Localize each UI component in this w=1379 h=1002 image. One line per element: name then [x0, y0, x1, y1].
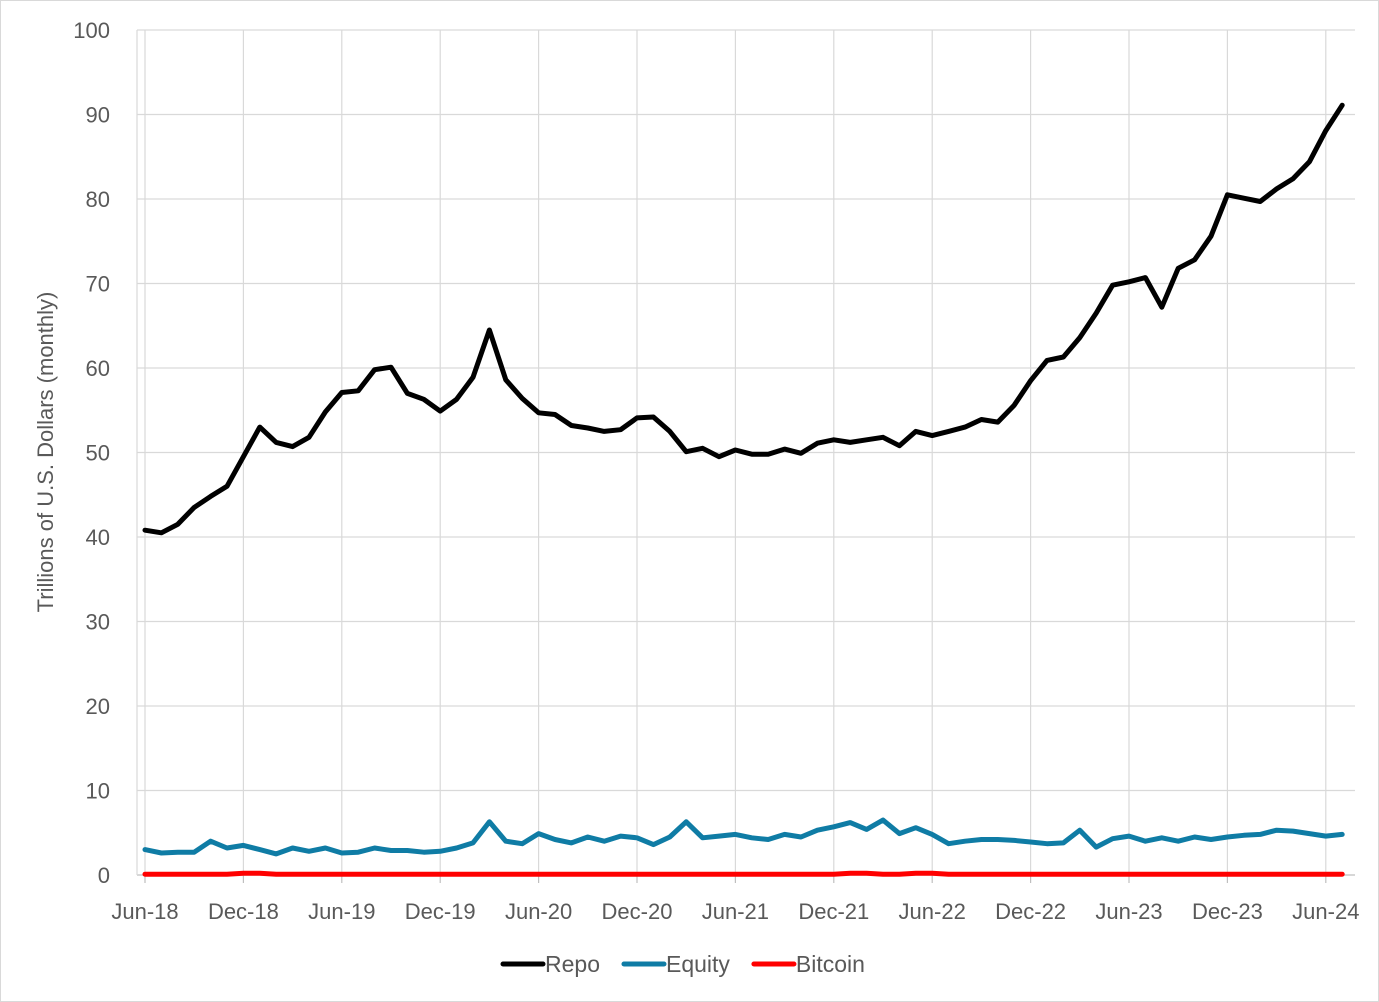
y-tick-label: 10 [86, 779, 110, 804]
y-tick-label: 20 [86, 694, 110, 719]
y-tick-label: 0 [98, 863, 110, 888]
x-tick-labels: Jun-18 Dec-18 Jun-19 Dec-19 Jun-20 Dec-20 Jun-… [111, 899, 1359, 924]
x-tick-label: Jun-22 [899, 899, 966, 924]
y-tick-label: 30 [86, 610, 110, 635]
y-tick-labels: 0 10 20 30 40 50 60 70 80 90 100 [73, 18, 110, 888]
x-tick-label: Jun-18 [111, 899, 178, 924]
y-tick-label: 60 [86, 356, 110, 381]
x-tick-label: Jun-19 [308, 899, 375, 924]
gridlines [136, 29, 1355, 883]
legend-label-bitcoin: Bitcoin [796, 951, 865, 977]
y-tick-label: 100 [73, 18, 110, 43]
y-tick-label: 80 [86, 187, 110, 212]
y-tick-label: 70 [86, 272, 110, 297]
x-tick-label: Dec-20 [602, 899, 673, 924]
series-line-repo [142, 102, 1345, 536]
x-tick-label: Dec-21 [798, 899, 869, 924]
x-tick-label: Jun-21 [702, 899, 769, 924]
x-tick-label: Jun-20 [505, 899, 572, 924]
y-tick-label: 90 [86, 103, 110, 128]
series-line-bitcoin [142, 870, 1345, 877]
legend-label-repo: Repo [545, 951, 600, 977]
x-tick-label: Dec-18 [208, 899, 279, 924]
series-lines [142, 102, 1345, 877]
y-axis-label: Trillions of U.S. Dollars (monthly) [33, 292, 58, 613]
x-tick-label: Dec-22 [995, 899, 1066, 924]
y-tick-label: 40 [86, 525, 110, 550]
legend-label-equity: Equity [666, 951, 730, 977]
y-tick-label: 50 [86, 441, 110, 466]
x-tick-label: Jun-23 [1095, 899, 1162, 924]
x-tick-label: Dec-19 [405, 899, 476, 924]
series-line-equity [142, 817, 1345, 857]
x-tick-label: Jun-24 [1292, 899, 1359, 924]
legend: Repo Equity Bitcoin [500, 951, 865, 977]
x-tick-label: Dec-23 [1192, 899, 1263, 924]
